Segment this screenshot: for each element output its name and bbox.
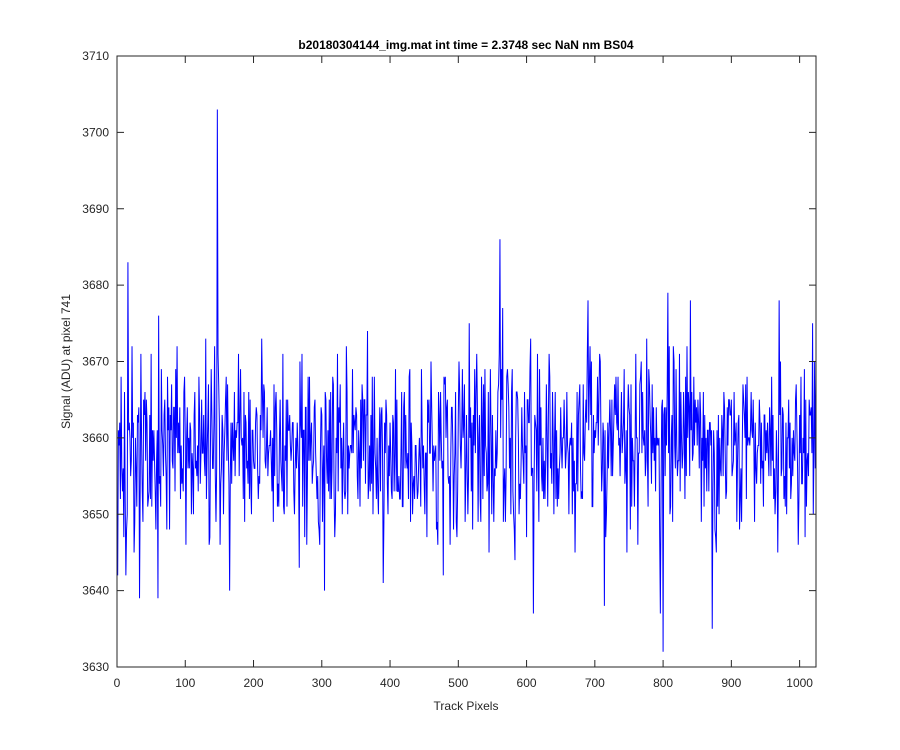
x-tick-label: 700 [585,676,605,690]
y-tick-label: 3660 [82,431,109,445]
x-tick-label: 300 [312,676,332,690]
y-tick-label: 3640 [82,584,109,598]
y-tick-label: 3630 [82,660,109,674]
y-tick-label: 3690 [82,202,109,216]
x-tick-label: 600 [517,676,537,690]
chart-title: b20180304144_img.mat int time = 2.3748 s… [298,38,634,52]
x-tick-label: 400 [380,676,400,690]
y-axis: 3630 3640 3650 3660 3670 3680 3690 3700 3710 [82,49,816,674]
y-tick-label: 3680 [82,278,109,292]
x-tick-label: 100 [175,676,195,690]
y-tick-label: 3650 [82,507,109,521]
plot-background [117,56,816,667]
x-tick-label: 900 [721,676,741,690]
x-tick-label: 0 [114,676,121,690]
x-tick-label: 200 [244,676,264,690]
y-axis-label: Signal (ADU) at pixel 741 [59,294,73,429]
x-tick-label: 500 [448,676,468,690]
series-line-signal [117,109,817,652]
x-axis-label: Track Pixels [434,699,499,713]
x-axis: 0 100 200 300 400 500 600 700 800 900 1000 [114,56,813,690]
y-tick-label: 3710 [82,49,109,63]
x-tick-label: 800 [653,676,673,690]
y-tick-label: 3700 [82,125,109,139]
plot-area [116,55,817,668]
y-tick-label: 3670 [82,355,109,369]
x-tick-label: 1000 [786,676,813,690]
